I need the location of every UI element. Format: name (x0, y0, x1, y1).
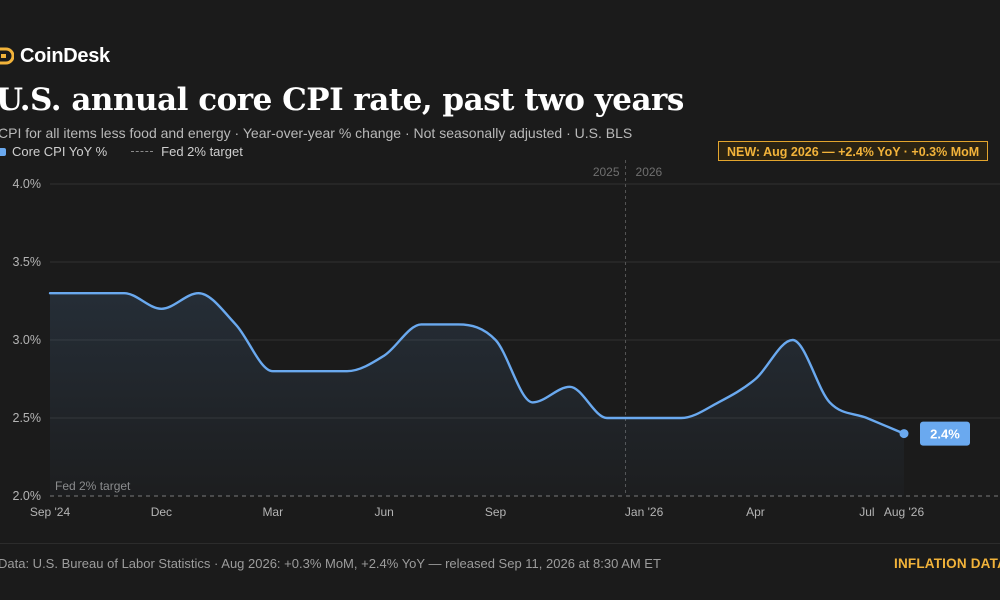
x-tick-label: Jun (374, 505, 393, 519)
brand-name: CoinDesk (20, 44, 110, 67)
x-tick-label: Apr (746, 505, 765, 519)
data-point (605, 416, 609, 420)
data-point (122, 291, 126, 295)
footer-divider (0, 543, 1000, 544)
last-value-label-group: 2.4% (920, 421, 970, 446)
data-point (234, 322, 238, 326)
data-point (753, 377, 757, 381)
last-data-point (899, 429, 909, 439)
y-axis-ticks: 2.0% 2.5% 3.0% 3.5% 4.0% (13, 177, 42, 503)
legend-series-swatch (0, 147, 6, 156)
data-point (716, 400, 720, 404)
last-value-label: 2.4% (930, 427, 960, 442)
legend-target-dash (131, 151, 154, 152)
data-point (308, 369, 312, 373)
data-point (85, 291, 89, 295)
source-note: Data: U.S. Bureau of Labor Statistics · … (0, 556, 661, 571)
page-title: U.S. annual core CPI rate, past two year… (0, 82, 684, 118)
data-point (456, 322, 460, 326)
series-area-fill (50, 293, 904, 496)
data-point (568, 385, 572, 389)
data-point (531, 400, 535, 404)
brand-logo[interactable]: CoinDesk (0, 42, 110, 70)
data-points (48, 291, 909, 439)
chart-legend: Core CPI YoY % Fed 2% target (0, 144, 243, 159)
y-tick-label: 3.5% (13, 255, 42, 269)
legend-target-label: Fed 2% target (161, 144, 243, 159)
x-tick-label: Dec (151, 505, 172, 519)
year-divider: 2025 2026 (593, 160, 663, 496)
data-point (271, 369, 275, 373)
year-label-2026: 2026 (636, 165, 663, 179)
data-point (345, 369, 349, 373)
data-point (828, 400, 832, 404)
x-tick-label: Sep '24 (30, 505, 71, 519)
data-point (48, 291, 52, 295)
data-point (679, 416, 683, 420)
x-tick-label: Sep (485, 505, 507, 519)
x-tick-label: Aug '26 (884, 505, 925, 519)
x-tick-label: Mar (262, 505, 283, 519)
series-line (48, 292, 906, 435)
data-point (791, 338, 795, 342)
data-point (159, 307, 163, 311)
y-tick-label: 3.0% (13, 333, 42, 347)
x-tick-label: Jan '26 (625, 505, 664, 519)
coindesk-logo-icon (0, 47, 14, 65)
chart-subtitle: CPI for all items less food and energy ·… (0, 125, 633, 141)
year-label-2025: 2025 (593, 165, 620, 179)
legend-series-label: Core CPI YoY % (12, 144, 108, 159)
data-point (419, 322, 423, 326)
y-tick-label: 2.0% (13, 489, 42, 503)
x-tick-label: Jul (859, 505, 874, 519)
section-tag[interactable]: INFLATION DATA (894, 556, 1000, 571)
data-point (197, 291, 201, 295)
x-axis-ticks: Sep '24 Dec Mar Jun Sep Jan '26 Apr Jul Aug '26 (30, 505, 925, 519)
new-release-badge: NEW: Aug 2026 — +2.4% YoY · +0.3% MoM (718, 141, 989, 161)
data-point (642, 416, 646, 420)
y-tick-label: 2.5% (13, 411, 42, 425)
data-point (382, 354, 386, 358)
last-value-badge (920, 421, 970, 446)
y-tick-label: 4.0% (13, 177, 42, 191)
data-point (494, 338, 498, 342)
data-point (865, 416, 869, 420)
